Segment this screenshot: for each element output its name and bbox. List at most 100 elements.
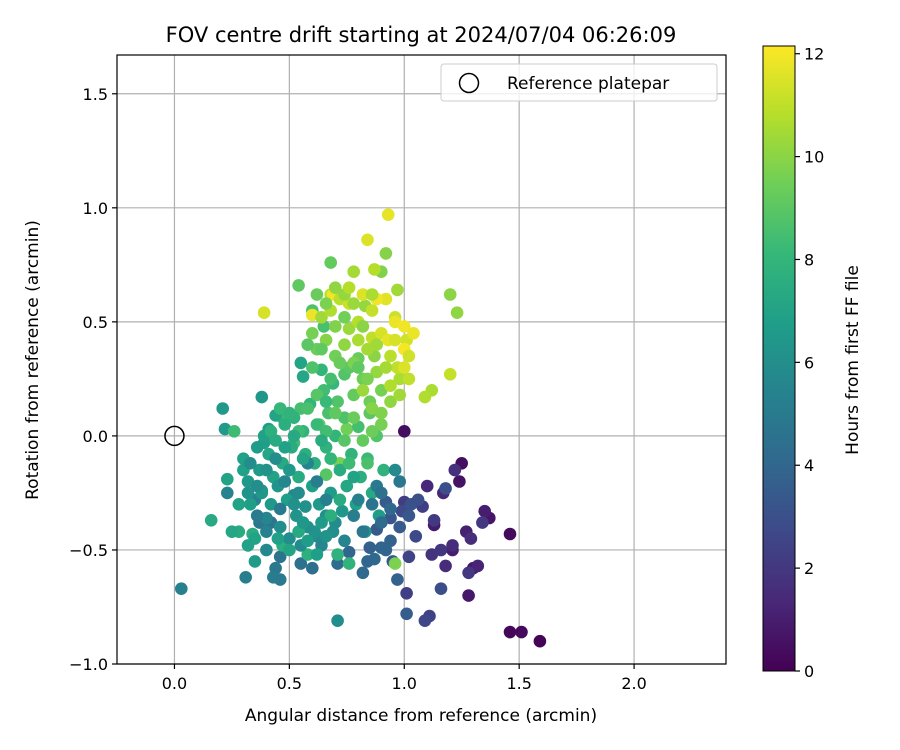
colorbar-tick-label: 4 [804, 456, 814, 475]
colorbar-tick-label: 6 [804, 353, 814, 372]
data-point [393, 520, 407, 534]
data-point [315, 516, 328, 529]
data-point [365, 498, 379, 511]
reference-point-marker [164, 425, 185, 447]
data-point [393, 388, 407, 402]
data-point [391, 283, 404, 297]
data-point [352, 333, 365, 347]
y-tick-label: 1.0 [83, 199, 108, 218]
data-point [331, 548, 344, 561]
colorbar-ticks: 0 2 4 6 8 10 12 [795, 45, 824, 681]
data-point [333, 356, 347, 370]
data-point [439, 482, 452, 495]
y-tick-label: 0.5 [83, 313, 108, 332]
data-point [352, 493, 365, 507]
data-point [278, 418, 292, 431]
reference-marker [164, 425, 185, 447]
data-point [450, 306, 464, 320]
data-point [462, 589, 475, 602]
colorbar: 0 2 4 6 8 10 12 Hours from first FF file [762, 45, 863, 681]
x-axis-ticks: 0.0 0.5 1.0 1.5 2.0 [162, 664, 647, 693]
data-point [310, 475, 324, 488]
data-point [476, 516, 489, 529]
data-point [356, 434, 370, 447]
data-point [402, 349, 416, 363]
colorbar-label: Hours from first FF file [843, 265, 863, 455]
data-point [361, 233, 374, 247]
data-point [384, 349, 397, 363]
data-point [315, 311, 328, 324]
data-point [356, 566, 370, 580]
data-point [418, 390, 432, 404]
y-tick-label: 0.0 [83, 427, 108, 446]
x-tick-label: 0.0 [162, 674, 187, 693]
data-point [221, 472, 234, 486]
data-point [453, 475, 466, 488]
data-point [204, 514, 218, 527]
y-tick-label: −1.0 [69, 655, 108, 674]
data-point [352, 361, 365, 374]
data-point [292, 486, 305, 500]
data-point [324, 509, 338, 522]
data-point [368, 263, 381, 276]
data-point [319, 530, 333, 543]
data-point [329, 406, 342, 420]
data-point [255, 390, 269, 404]
colorbar-bar [762, 45, 796, 672]
data-points [175, 208, 547, 648]
data-point [402, 372, 416, 386]
data-point [391, 573, 404, 586]
data-point [310, 418, 324, 431]
data-point [331, 395, 344, 409]
data-point [388, 463, 402, 477]
data-point [310, 388, 324, 402]
data-point [407, 327, 420, 340]
data-point [294, 557, 308, 570]
data-point [319, 468, 333, 482]
data-point [379, 543, 393, 557]
data-point [342, 545, 356, 559]
data-point [388, 557, 402, 570]
data-point [283, 406, 296, 420]
data-point [338, 534, 351, 548]
data-point [273, 550, 287, 564]
data-point [319, 493, 333, 507]
data-point [381, 208, 395, 221]
data-point [338, 338, 351, 352]
x-tick-label: 0.5 [277, 674, 302, 693]
data-point [315, 434, 328, 447]
data-point [375, 486, 388, 500]
data-point [340, 479, 354, 493]
data-point [400, 587, 413, 600]
y-axis-ticks: −1.0 −0.5 0.0 0.5 1.0 1.5 [69, 85, 117, 674]
data-point [324, 256, 338, 269]
data-point [315, 342, 328, 356]
data-point [446, 539, 459, 552]
data-point [310, 288, 324, 301]
data-point [310, 548, 324, 561]
data-point [175, 582, 188, 595]
data-point [244, 457, 257, 470]
data-point [287, 429, 301, 443]
data-point [434, 543, 448, 557]
data-point [301, 548, 315, 561]
data-point [379, 361, 393, 374]
legend: Reference platepar [440, 63, 718, 102]
data-point [342, 557, 356, 570]
data-point [324, 372, 338, 386]
data-point [271, 532, 285, 545]
data-point [244, 498, 257, 511]
x-tick-label: 1.0 [392, 674, 417, 693]
data-point [319, 297, 333, 310]
data-point [464, 532, 478, 545]
data-point [296, 452, 310, 466]
data-point [402, 550, 416, 564]
data-point [533, 634, 547, 648]
data-point [248, 555, 262, 568]
data-point [393, 475, 407, 488]
data-point [409, 530, 423, 543]
legend-marker-reference [458, 72, 480, 94]
data-point [388, 333, 402, 347]
data-point [287, 498, 301, 511]
